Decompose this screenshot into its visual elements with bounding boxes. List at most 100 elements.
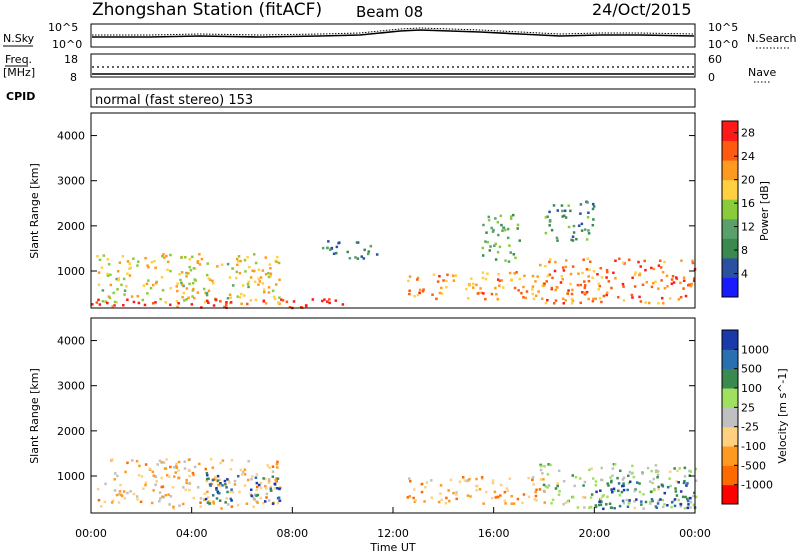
data-cell (229, 468, 233, 471)
data-cell (96, 487, 100, 491)
data-cell (111, 458, 114, 461)
data-cell (675, 494, 679, 497)
data-cell (491, 479, 495, 482)
data-cell (682, 276, 686, 279)
data-cell (496, 495, 499, 499)
data-cell (586, 215, 590, 219)
data-cell (264, 256, 268, 259)
data-cell (169, 495, 173, 498)
data-cell (230, 499, 233, 502)
data-cell (182, 486, 185, 489)
data-cell (544, 301, 548, 305)
data-cell (139, 500, 143, 504)
data-cell (665, 274, 669, 278)
data-cell (155, 280, 158, 284)
data-cell (262, 501, 265, 505)
data-cell (599, 489, 602, 492)
data-cell (639, 265, 642, 268)
data-cell (276, 477, 280, 480)
data-cell (547, 463, 550, 466)
data-cell (517, 289, 520, 292)
data-cell (502, 286, 505, 289)
data-cell (158, 459, 162, 463)
data-cell (247, 459, 250, 463)
data-cell (185, 478, 188, 482)
data-cell (633, 489, 636, 493)
data-cell (244, 270, 247, 273)
data-cell (536, 275, 539, 278)
data-cell (585, 290, 589, 294)
data-cell (583, 496, 587, 499)
data-cell (622, 501, 626, 505)
data-cell (414, 499, 417, 502)
data-cell (276, 255, 279, 259)
data-cell (231, 267, 234, 270)
data-cell (269, 274, 272, 278)
data-cell (216, 479, 220, 482)
data-cell (137, 301, 141, 305)
data-cell (239, 468, 243, 472)
data-cell (210, 482, 213, 486)
data-cell (354, 256, 357, 259)
noise-search-trace (92, 27, 695, 36)
data-cell (321, 299, 324, 303)
data-cell (591, 202, 595, 206)
data-cell (543, 282, 546, 286)
data-cell (111, 304, 114, 308)
date-label: 24/Oct/2015 (592, 0, 692, 19)
data-cell (609, 506, 613, 509)
data-cell (408, 275, 412, 278)
data-cell (274, 478, 277, 482)
data-cell (503, 490, 507, 494)
data-cell (550, 286, 553, 290)
data-cell (163, 256, 166, 259)
data-cell (151, 283, 155, 287)
data-cell (571, 496, 575, 499)
data-cell (494, 496, 498, 499)
data-cell (531, 292, 534, 296)
data-cell (637, 260, 640, 264)
data-cell (482, 223, 485, 227)
data-cell (271, 502, 275, 505)
data-cell (167, 475, 171, 478)
data-cell (548, 210, 551, 214)
data-cell (253, 493, 257, 497)
data-cell (146, 264, 149, 267)
data-cell (276, 501, 280, 505)
data-cell (123, 289, 127, 292)
data-cell (228, 481, 231, 484)
data-cell (673, 467, 676, 470)
y-tick-label: 2000 (57, 220, 85, 233)
data-cell (430, 496, 434, 499)
data-cell (229, 490, 232, 493)
data-cell (542, 483, 546, 487)
data-cell (267, 291, 271, 294)
data-cell (257, 483, 261, 487)
data-cell (631, 296, 634, 299)
data-cell (278, 296, 281, 299)
data-cell (123, 293, 126, 296)
data-cell (355, 241, 359, 244)
data-cell (126, 298, 129, 302)
data-cell (531, 478, 534, 482)
data-cell (573, 484, 576, 488)
data-cell (686, 499, 690, 503)
data-cell (518, 277, 521, 281)
data-cell (180, 271, 184, 274)
data-cell (600, 500, 603, 503)
y-tick-label: 1000 (57, 265, 85, 278)
data-cell (481, 254, 485, 257)
data-cell (650, 497, 654, 501)
data-cell (177, 476, 181, 480)
data-cell (109, 283, 113, 287)
data-cell (566, 500, 570, 503)
data-cell (367, 250, 371, 253)
data-cell (185, 298, 189, 301)
data-cell (169, 303, 172, 307)
data-cell (243, 468, 247, 471)
data-cell (548, 224, 551, 227)
data-cell (640, 503, 643, 506)
data-cell (423, 500, 426, 503)
data-cell (475, 283, 478, 287)
data-cell (435, 297, 438, 301)
